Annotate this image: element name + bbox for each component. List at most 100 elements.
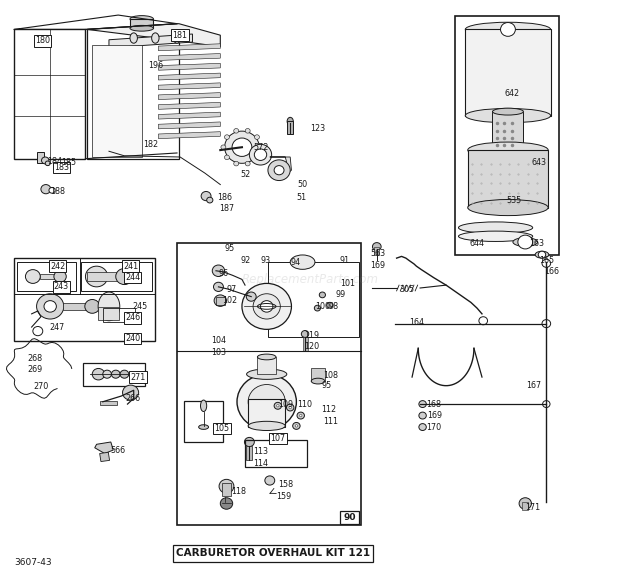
Text: 182: 182 (143, 140, 158, 149)
Bar (37, 153, 44, 163)
Circle shape (112, 370, 120, 378)
Text: 112: 112 (321, 406, 336, 414)
Ellipse shape (248, 421, 285, 430)
Text: 165: 165 (539, 256, 554, 265)
Ellipse shape (130, 25, 154, 31)
Ellipse shape (290, 255, 315, 270)
Text: 90: 90 (343, 513, 356, 522)
Circle shape (214, 295, 226, 306)
Polygon shape (159, 103, 220, 109)
Text: 243: 243 (54, 282, 69, 291)
Ellipse shape (467, 142, 548, 158)
Ellipse shape (535, 251, 549, 258)
Circle shape (518, 235, 533, 249)
Circle shape (274, 403, 281, 409)
Circle shape (265, 476, 275, 485)
Text: 187: 187 (219, 204, 234, 213)
Polygon shape (87, 24, 220, 47)
Ellipse shape (130, 33, 138, 43)
Text: 120: 120 (304, 342, 319, 351)
Circle shape (260, 301, 273, 312)
Ellipse shape (200, 400, 206, 411)
Bar (17, 262, 76, 291)
Circle shape (289, 407, 291, 408)
Text: 92: 92 (241, 256, 251, 265)
Polygon shape (159, 73, 220, 80)
Text: 109: 109 (278, 400, 293, 408)
Text: 171: 171 (525, 503, 541, 512)
Circle shape (224, 131, 259, 164)
Bar (257, 357, 276, 374)
Ellipse shape (513, 238, 538, 247)
Bar (216, 297, 224, 305)
Bar (130, 19, 154, 28)
Text: 305: 305 (400, 285, 415, 294)
Ellipse shape (465, 108, 551, 123)
Circle shape (244, 437, 254, 446)
Text: 241: 241 (123, 262, 138, 271)
Circle shape (246, 161, 250, 166)
Ellipse shape (257, 354, 276, 360)
Bar (246, 446, 252, 460)
Bar (222, 483, 231, 496)
Text: 111: 111 (324, 417, 339, 426)
Circle shape (92, 369, 105, 380)
Text: 168: 168 (427, 400, 441, 408)
Bar (87, 29, 179, 159)
Bar (103, 308, 135, 323)
Text: 99: 99 (336, 290, 346, 300)
Bar (311, 369, 325, 381)
Text: 105: 105 (215, 425, 230, 433)
Text: 51: 51 (296, 194, 306, 202)
Text: 108: 108 (324, 371, 339, 380)
Ellipse shape (198, 425, 208, 429)
Text: 188: 188 (50, 187, 65, 196)
Text: 245: 245 (133, 302, 148, 311)
Ellipse shape (130, 16, 154, 22)
Text: 247: 247 (49, 323, 64, 332)
Text: 180: 180 (35, 36, 50, 46)
Text: 563: 563 (371, 249, 386, 258)
Text: 266: 266 (126, 394, 141, 403)
Text: 123: 123 (310, 124, 325, 132)
Text: 52: 52 (241, 170, 251, 179)
Circle shape (41, 184, 51, 194)
Circle shape (237, 374, 296, 429)
Text: 181: 181 (172, 31, 188, 40)
Text: 268: 268 (27, 354, 42, 363)
Ellipse shape (311, 378, 325, 384)
Circle shape (123, 385, 139, 400)
Circle shape (86, 266, 108, 287)
Circle shape (542, 259, 551, 267)
Text: 240: 240 (125, 334, 140, 343)
Circle shape (248, 385, 285, 419)
Circle shape (254, 135, 259, 139)
Bar (92, 45, 142, 157)
Circle shape (85, 300, 100, 313)
Polygon shape (109, 34, 192, 48)
Text: 100: 100 (315, 302, 330, 311)
Text: 169: 169 (371, 260, 386, 270)
Ellipse shape (458, 222, 533, 233)
Circle shape (212, 265, 224, 276)
Bar (248, 400, 285, 427)
Bar (14, 257, 156, 341)
Circle shape (54, 271, 66, 282)
Circle shape (224, 155, 229, 160)
Circle shape (301, 331, 309, 338)
Circle shape (542, 320, 551, 328)
Circle shape (268, 160, 290, 180)
Polygon shape (159, 93, 220, 100)
Circle shape (519, 498, 531, 509)
Polygon shape (159, 54, 220, 60)
Bar (63, 303, 91, 310)
Circle shape (293, 422, 300, 429)
Text: 98: 98 (329, 302, 339, 311)
Text: 113: 113 (253, 448, 268, 456)
Circle shape (249, 145, 272, 165)
Text: 185: 185 (61, 158, 76, 167)
Bar (100, 401, 117, 406)
Bar (81, 262, 153, 291)
Bar (40, 274, 59, 279)
Polygon shape (100, 452, 110, 461)
